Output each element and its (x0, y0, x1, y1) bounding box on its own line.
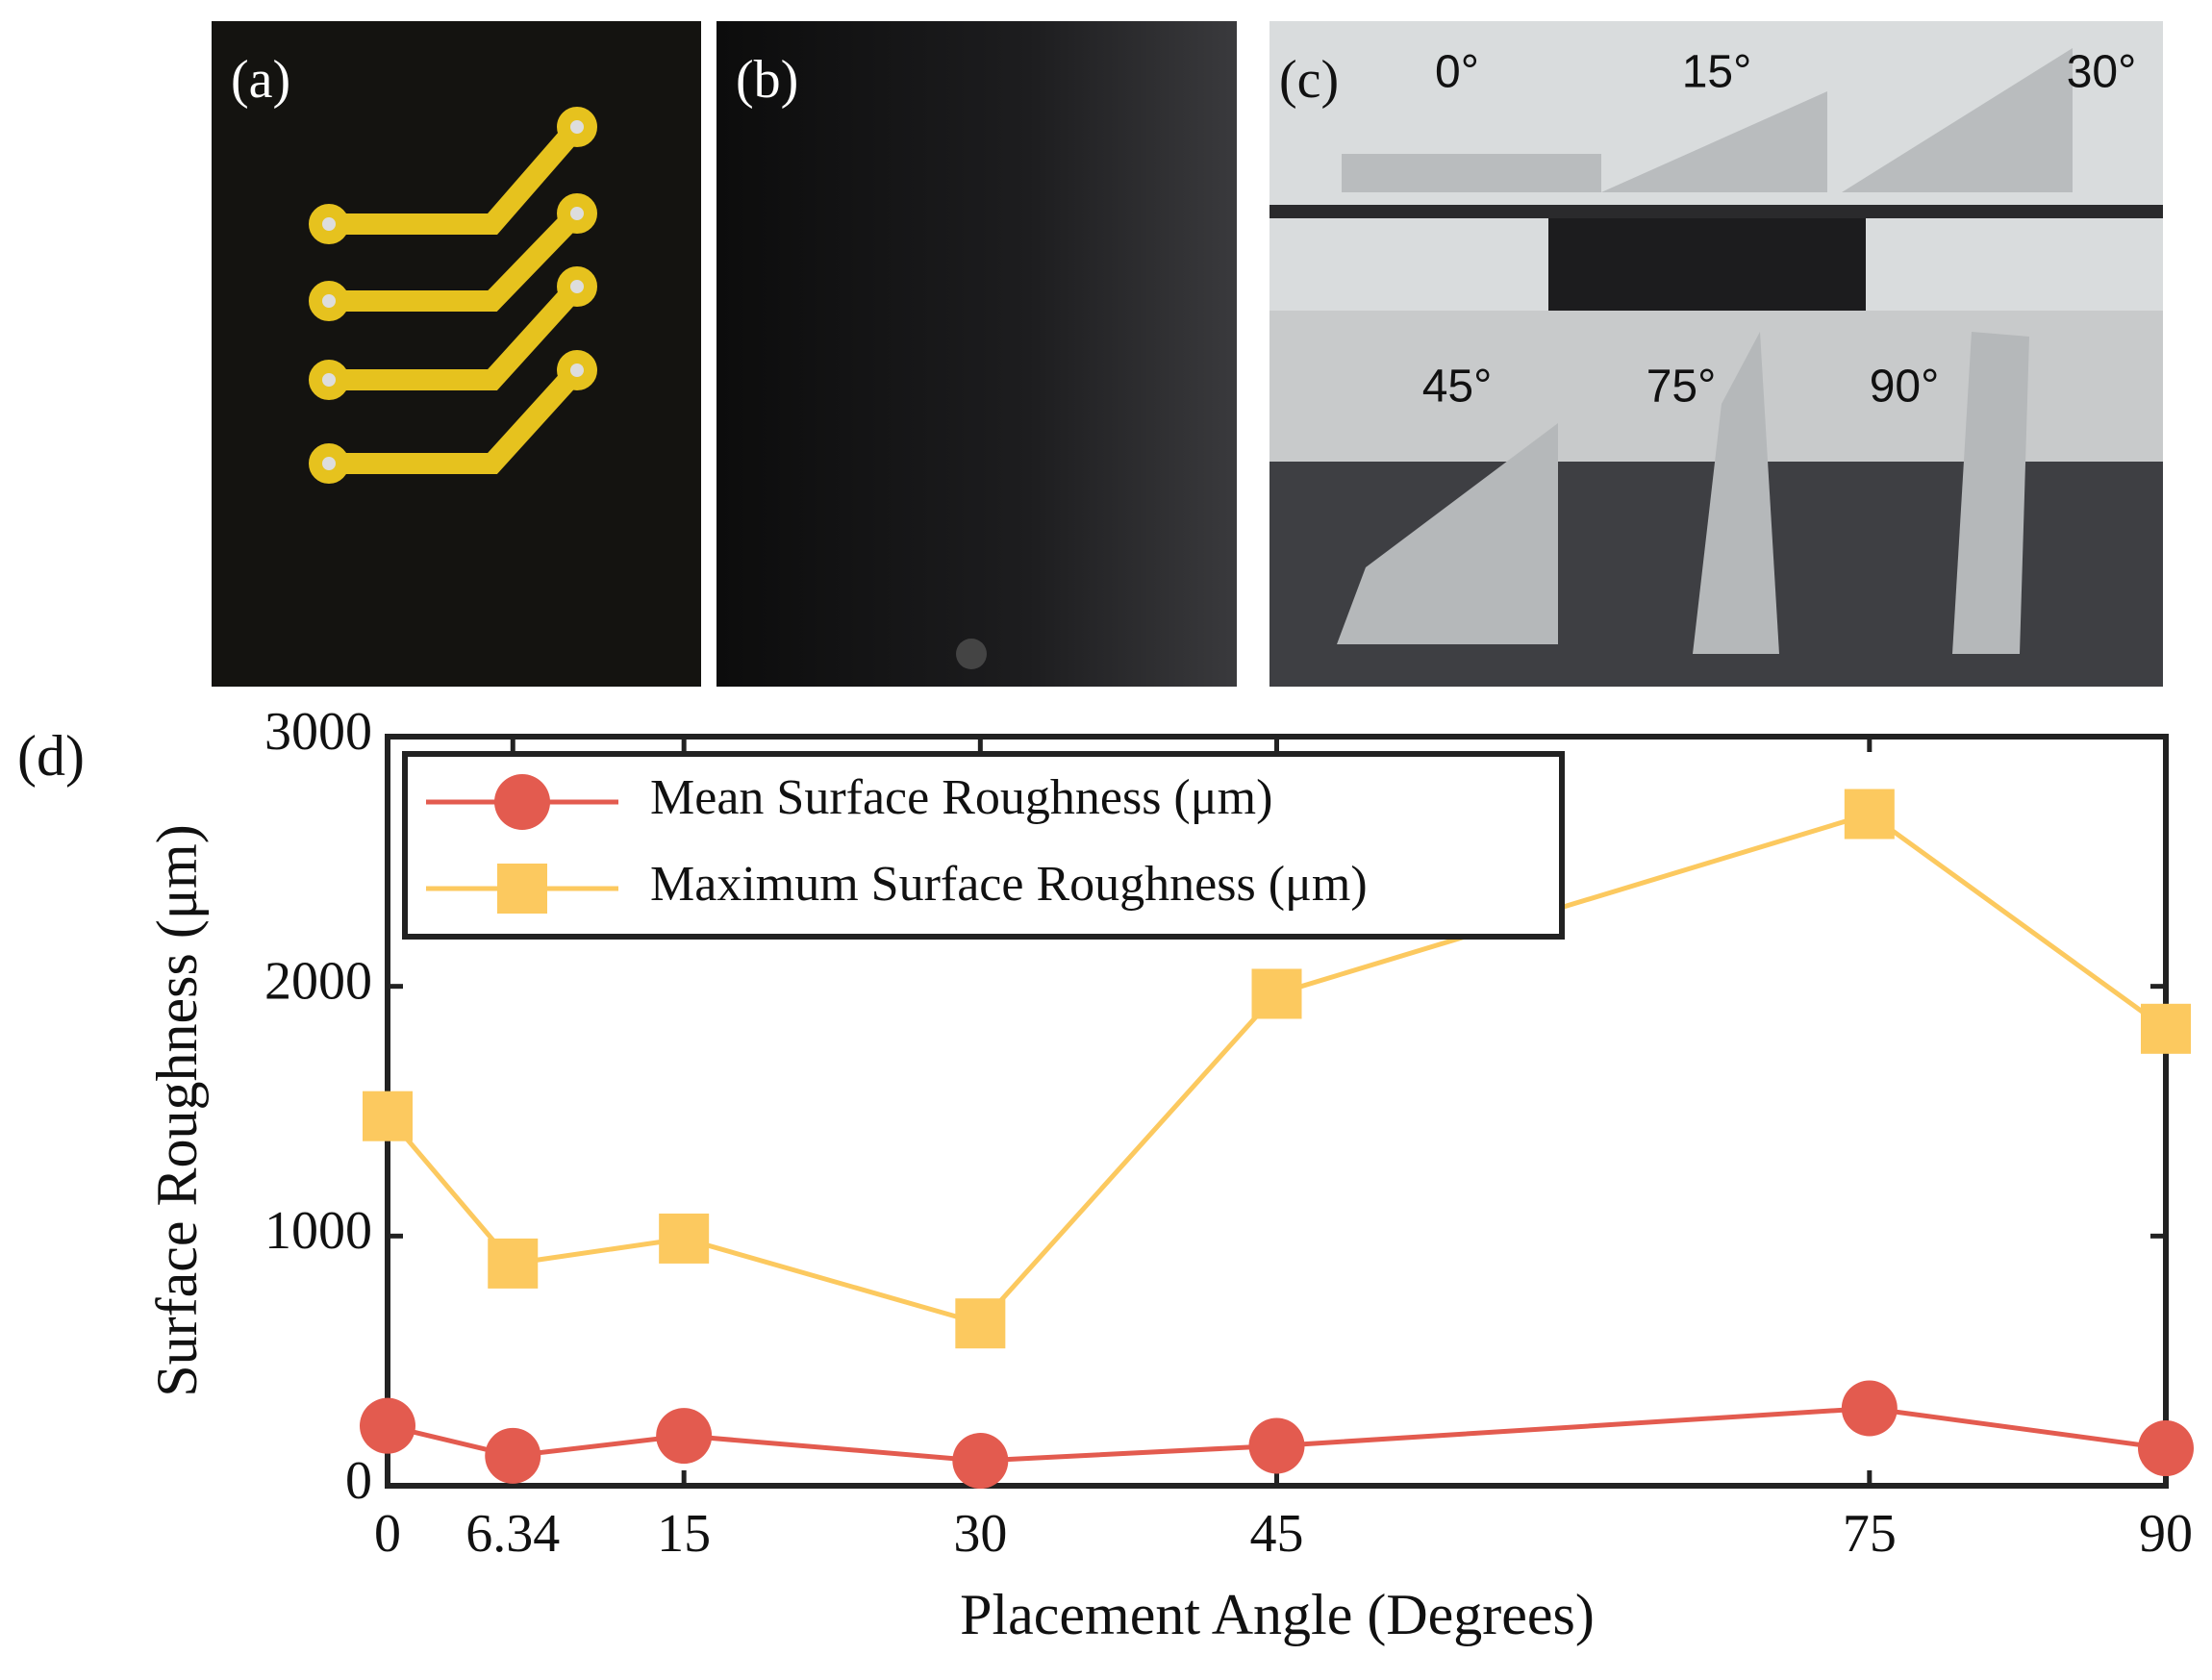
platform (1269, 205, 2163, 218)
legend-marker (494, 774, 550, 830)
marker (1844, 789, 1895, 840)
marker (360, 1397, 415, 1454)
y-tick-label: 1000 (264, 1201, 372, 1261)
angle-label: 90° (1870, 362, 1940, 413)
photo-b (716, 21, 1237, 687)
panel-label: (c) (1279, 50, 1339, 110)
y-tick-label: 0 (345, 1451, 372, 1511)
panel-label: (d) (17, 724, 85, 788)
legend-marker (497, 864, 547, 914)
stand (1548, 218, 1866, 311)
hole (956, 639, 987, 669)
angle-label: 75° (1646, 362, 1717, 413)
panel-label: (b) (736, 50, 798, 110)
plot: 0 1000 2000 3000 0 6.34 15 30 45 75 90 Mean Surface… (264, 702, 2194, 1564)
marker (2141, 1003, 2191, 1054)
photo-a (212, 21, 701, 687)
legend-label: Mean Surface Roughness (μm) (650, 770, 1272, 825)
panel-label: (a) (231, 50, 290, 110)
x-axis-label: Placement Angle (Degrees) (960, 1583, 1595, 1646)
angle-label: 45° (1422, 362, 1493, 413)
x-tick-label: 0 (374, 1504, 401, 1564)
marker (485, 1427, 541, 1484)
x-tick-label: 6.34 (465, 1504, 560, 1564)
angle-label: 15° (1682, 47, 1752, 98)
marker (2138, 1420, 2194, 1477)
x-tick-label: 30 (953, 1504, 1007, 1564)
angle-label: 30° (2067, 47, 2137, 98)
y-tick-label: 3000 (264, 702, 372, 762)
traces (329, 119, 586, 474)
marker (363, 1091, 413, 1141)
marker (659, 1213, 710, 1264)
samples (1337, 332, 2029, 654)
legend-frame (402, 751, 1565, 940)
marker (488, 1238, 539, 1289)
angle-label: 0° (1435, 47, 1479, 98)
pads (309, 107, 597, 484)
y-axis-label: Surface Roughness (μm) (145, 824, 209, 1396)
x-tick-label: 75 (1843, 1504, 1897, 1564)
marker (1841, 1380, 1898, 1437)
marker (1251, 968, 1302, 1019)
x-tick-label: 90 (2139, 1504, 2193, 1564)
marker (1248, 1417, 1305, 1474)
x-tick-label: 45 (1250, 1504, 1304, 1564)
marker (952, 1433, 1009, 1490)
marker (656, 1408, 713, 1465)
legend-label: Maximum Surface Roughness (μm) (650, 857, 1368, 912)
y-tick-label: 2000 (264, 952, 372, 1012)
legend: Mean Surface Roughness (μm) Maximum Surfa… (402, 751, 1565, 940)
marker (955, 1298, 1006, 1349)
x-tick-label: 15 (657, 1504, 711, 1564)
samples (1342, 48, 2073, 192)
